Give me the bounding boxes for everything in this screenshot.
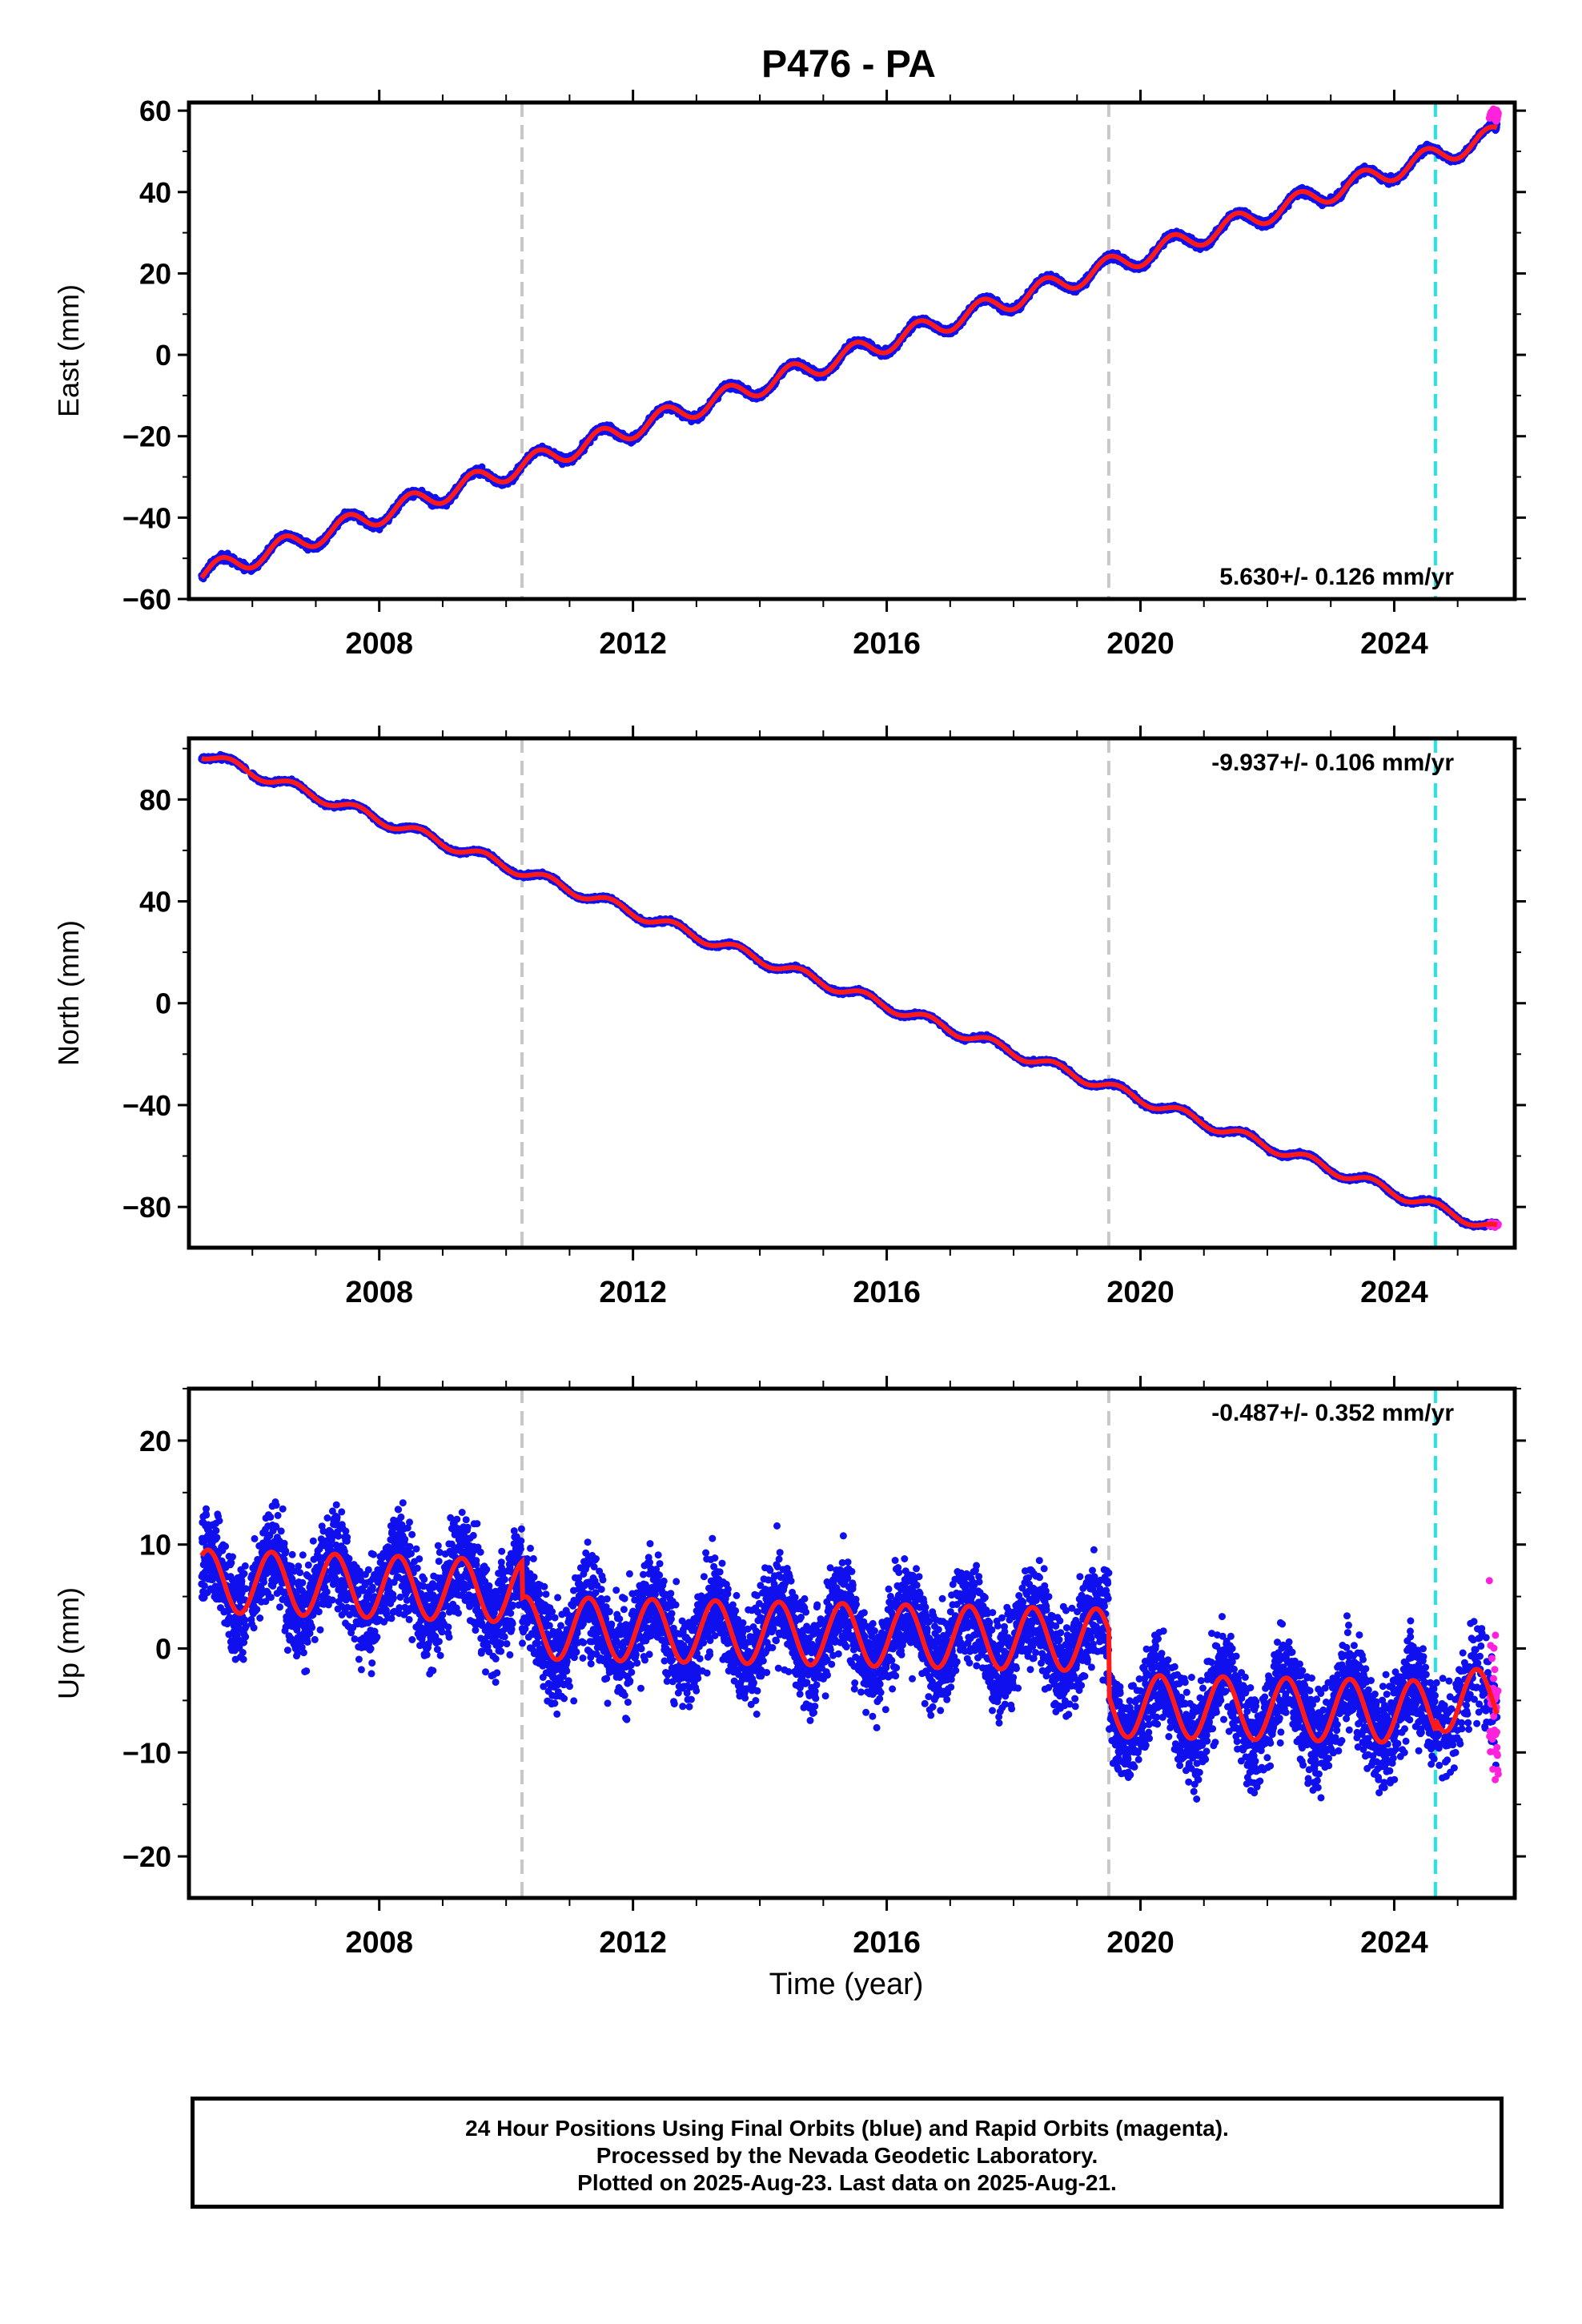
rapid-orbit-points — [1485, 1577, 1502, 1783]
x-tick-label: 2008 — [345, 1276, 413, 1309]
chart-title: P476 - PA — [761, 43, 936, 86]
plot-area — [198, 738, 1502, 1248]
x-tick-label: 2024 — [1360, 1276, 1428, 1309]
model-fit-line — [201, 754, 1498, 1228]
y-axis-title: North (mm) — [52, 920, 85, 1066]
x-tick-label: 2012 — [599, 627, 667, 661]
final-orbit-points — [198, 1498, 1501, 1803]
x-tick-label: 2024 — [1360, 1926, 1428, 1960]
footer-line-2: Processed by the Nevada Geodetic Laborat… — [596, 2143, 1098, 2168]
y-axis-title: East (mm) — [52, 284, 85, 417]
x-axis-title: Time (year) — [769, 1968, 924, 2001]
y-tick-label: −10 — [122, 1736, 171, 1769]
x-tick-label: 2012 — [599, 1276, 667, 1309]
x-tick-label: 2024 — [1360, 627, 1428, 661]
y-tick-label: 20 — [139, 1425, 171, 1458]
x-tick-label: 2020 — [1106, 627, 1174, 661]
plot-area — [198, 1389, 1502, 1898]
footer-caption-box: 24 Hour Positions Using Final Orbits (bl… — [191, 2097, 1504, 2209]
y-tick-label: 60 — [139, 94, 171, 127]
model-fit-line — [199, 124, 1498, 580]
panel-up: −20 −10 0 10 20 2008 2012 2016 2020 2024 Up (mm) -0… — [52, 1376, 1526, 1960]
y-tick-label: 0 — [155, 1632, 171, 1665]
rapid-orbit-points — [1485, 105, 1502, 125]
model-fit-line — [199, 1547, 1500, 1745]
x-tick-label: 2008 — [345, 627, 413, 661]
velocity-rate-label: 5.630+/- 0.126 mm/yr — [1219, 564, 1454, 590]
y-tick-label: 0 — [155, 339, 171, 372]
plot-area — [198, 103, 1502, 599]
x-tick-label: 2020 — [1106, 1926, 1174, 1960]
velocity-rate-label: -0.487+/- 0.352 mm/yr — [1211, 1400, 1454, 1426]
plot-frame — [187, 1386, 1517, 1900]
panel-north: −80 −40 0 40 80 2008 2012 2016 2020 2024 North (mm… — [52, 726, 1526, 1309]
y-tick-label: 20 — [139, 257, 171, 290]
x-tick-label: 2016 — [853, 627, 921, 661]
y-tick-label: −60 — [122, 583, 171, 616]
y-tick-label: 0 — [155, 987, 171, 1020]
footer-line-1: 24 Hour Positions Using Final Orbits (bl… — [465, 2116, 1229, 2141]
panel-east: −60 −40 −20 0 20 40 60 2008 2012 2016 2020 2024 East… — [52, 90, 1526, 661]
plot-frame — [187, 736, 1517, 1250]
y-tick-label: −80 — [122, 1191, 171, 1224]
plot-frame — [187, 100, 1517, 601]
x-tick-label: 2016 — [853, 1926, 921, 1960]
y-tick-label: −40 — [122, 1089, 171, 1122]
velocity-rate-label: -9.937+/- 0.106 mm/yr — [1211, 750, 1454, 776]
y-tick-label: 40 — [139, 176, 171, 209]
x-tick-label: 2008 — [345, 1926, 413, 1960]
y-tick-label: −20 — [122, 420, 171, 453]
y-tick-label: 40 — [139, 886, 171, 919]
x-tick-label: 2020 — [1106, 1276, 1174, 1309]
y-tick-label: −20 — [122, 1840, 171, 1873]
y-tick-label: 80 — [139, 783, 171, 816]
y-tick-label: −40 — [122, 501, 171, 534]
x-tick-label: 2016 — [853, 1276, 921, 1309]
x-tick-label: 2012 — [599, 1926, 667, 1960]
footer-line-3: Plotted on 2025-Aug-23. Last data on 202… — [577, 2170, 1117, 2195]
y-tick-label: 10 — [139, 1529, 171, 1562]
y-axis-title: Up (mm) — [52, 1587, 85, 1699]
